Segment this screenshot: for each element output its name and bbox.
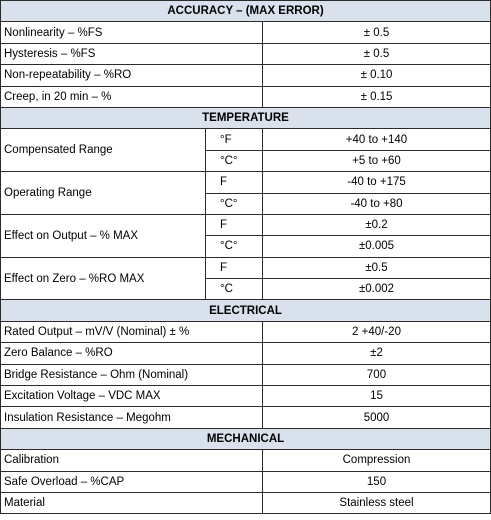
spec-value: ±0.5 — [261, 256, 491, 280]
spec-value: ± 0.10 — [261, 64, 491, 87]
spec-label: Bridge Resistance – Ohm (Nominal) — [0, 363, 263, 387]
spec-value: -40 to +80 — [261, 192, 491, 215]
unit-cell: °C — [205, 278, 263, 301]
spec-label: Safe Overload – %CAP — [0, 470, 263, 493]
table-row: Safe Overload – %CAP 150 — [0, 470, 491, 493]
table-row: Insulation Resistance – Megohm 5000 — [0, 406, 491, 429]
spec-value: ±0.2 — [261, 213, 491, 237]
spec-value: ± 0.15 — [261, 85, 491, 108]
mechanical-section-title: MECHANICAL — [0, 427, 491, 451]
spec-label: Rated Output – mV/V (Nominal) ± % — [0, 320, 263, 344]
table-row: Excitation Voltage – VDC MAX 15 — [0, 385, 491, 408]
spec-label: Creep, in 20 min – % — [0, 85, 263, 108]
unit-cell: F — [205, 256, 263, 280]
unit-cell: °C° — [205, 235, 263, 258]
spec-value: ±0.002 — [261, 278, 491, 301]
table-row: Creep, in 20 min – % ± 0.15 — [0, 85, 491, 108]
electrical-section-title: ELECTRICAL — [0, 299, 491, 322]
unit-cell: °C° — [205, 192, 263, 215]
spec-label: Operating Range — [0, 171, 206, 215]
spec-value: 15 — [261, 385, 491, 408]
spec-label: Effect on Output – % MAX — [0, 213, 206, 258]
table-row: °C° -40 to +80 — [1, 192, 491, 215]
table-row: Operating Range F -40 to +175 — [0, 171, 491, 215]
spec-label: Compensated Range — [0, 128, 206, 173]
spec-label: Excitation Voltage – VDC MAX — [0, 385, 263, 408]
spec-value: ±2 — [261, 342, 491, 365]
table-row: Zero Balance – %RO ±2 — [0, 342, 491, 365]
spec-value: +40 to +140 — [261, 128, 491, 151]
table-row: Compensated Range °F +40 to +140 — [0, 128, 491, 173]
spec-label: Effect on Zero – %RO MAX — [0, 256, 206, 301]
spec-label: Material — [0, 491, 263, 515]
table-row: Calibration Compression — [0, 449, 491, 472]
spec-value: 2 +40/-20 — [261, 320, 491, 344]
unit-cell: F — [205, 171, 263, 194]
spec-value: Stainless steel — [261, 491, 491, 515]
unit-cell: F — [205, 213, 263, 237]
table-row: Nonlinearity – %FS ± 0.5 — [0, 21, 491, 44]
spec-label: Calibration — [0, 449, 263, 472]
spec-value: -40 to +175 — [261, 171, 491, 194]
section-header-row: TEMPERATURE — [0, 106, 491, 130]
unit-cell: °C° — [205, 149, 263, 173]
spec-value: ± 0.5 — [261, 21, 491, 44]
table-row: Effect on Output – % MAX F ±0.2 — [0, 213, 491, 258]
accuracy-section-title: ACCURACY – (MAX ERROR) — [0, 0, 491, 23]
spec-value: Compression — [261, 449, 491, 472]
spec-value: ± 0.5 — [261, 42, 491, 66]
table-row: Non-repeatability – %RO ± 0.10 — [0, 64, 491, 87]
table-row: Effect on Zero – %RO MAX F ±0.5 — [0, 256, 491, 301]
spec-value: +5 to +60 — [261, 149, 491, 173]
spec-label: Insulation Resistance – Megohm — [0, 406, 263, 429]
spec-label: Zero Balance – %RO — [0, 342, 263, 365]
unit-cell: °F — [205, 128, 263, 151]
table-row: Bridge Resistance – Ohm (Nominal) 700 — [0, 363, 491, 387]
spec-value: ±0.005 — [261, 235, 491, 258]
spec-value: 700 — [261, 363, 491, 387]
spec-label: Non-repeatability – %RO — [0, 64, 263, 87]
section-header-row: ELECTRICAL — [0, 299, 491, 322]
table-row: Rated Output – mV/V (Nominal) ± % 2 +40/… — [0, 320, 491, 344]
spec-label: Nonlinearity – %FS — [0, 21, 263, 44]
table-row: Material Stainless steel — [0, 491, 491, 515]
section-header-row: ACCURACY – (MAX ERROR) — [0, 0, 491, 23]
temperature-section-title: TEMPERATURE — [0, 106, 491, 130]
spec-label: Hysteresis – %FS — [0, 42, 263, 66]
spec-value: 150 — [261, 470, 491, 493]
spec-value: 5000 — [261, 406, 491, 429]
section-header-row: MECHANICAL — [0, 427, 491, 451]
table-row: Hysteresis – %FS ± 0.5 — [0, 42, 491, 66]
table-row: °C° ±0.005 — [1, 235, 491, 258]
